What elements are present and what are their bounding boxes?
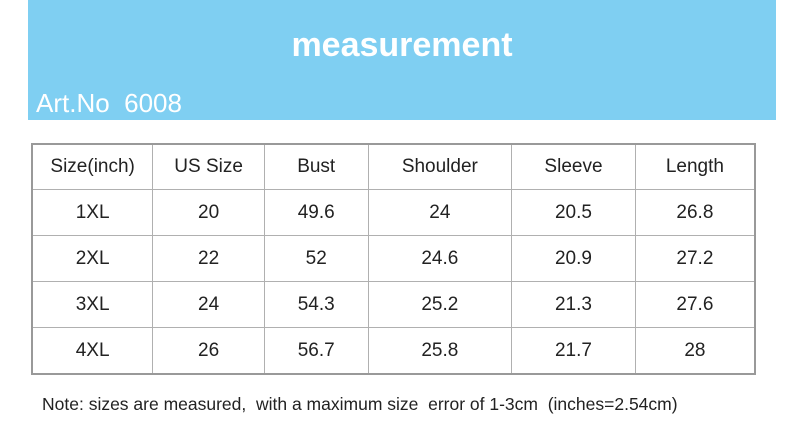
table-cell: 3XL xyxy=(31,281,154,328)
table-cell: 20.5 xyxy=(511,189,636,236)
table-cell: 2XL xyxy=(31,235,154,282)
table-cell: 25.8 xyxy=(367,327,513,375)
table-cell: 20 xyxy=(152,189,265,236)
table-cell: 28 xyxy=(634,327,756,375)
table-cell: 49.6 xyxy=(263,189,369,236)
table-row: 1XL 20 49.6 24 20.5 26.8 xyxy=(31,189,756,236)
column-header: Size(inch) xyxy=(31,143,154,190)
size-table: Size(inch) US Size Bust Shoulder Sleeve Lengt… xyxy=(31,143,756,375)
table-row: 4XL 26 56.7 25.8 21.7 28 xyxy=(31,327,756,375)
table-cell: 25.2 xyxy=(367,281,513,328)
table-row: 3XL 24 54.3 25.2 21.3 27.6 xyxy=(31,281,756,328)
table-cell: 56.7 xyxy=(263,327,369,375)
table-cell: 27.6 xyxy=(634,281,756,328)
table-cell: 4XL xyxy=(31,327,154,375)
table-cell: 52 xyxy=(263,235,369,282)
table-cell: 20.9 xyxy=(511,235,636,282)
table-cell: 21.3 xyxy=(511,281,636,328)
table-row: 2XL 22 52 24.6 20.9 27.2 xyxy=(31,235,756,282)
table-cell: 54.3 xyxy=(263,281,369,328)
header-banner: measurement Art.No 6008 xyxy=(28,0,776,120)
table-cell: 27.2 xyxy=(634,235,756,282)
table-header-row: Size(inch) US Size Bust Shoulder Sleeve Lengt… xyxy=(31,143,756,190)
table-cell: 22 xyxy=(152,235,265,282)
column-header: Length xyxy=(634,143,756,190)
table-cell: 24.6 xyxy=(367,235,513,282)
table-cell: 24 xyxy=(367,189,513,236)
column-header: US Size xyxy=(152,143,265,190)
table-cell: 21.7 xyxy=(511,327,636,375)
column-header: Sleeve xyxy=(511,143,636,190)
measurement-note: Note: sizes are measured, with a maximum… xyxy=(42,394,678,414)
table-cell: 26.8 xyxy=(634,189,756,236)
table-cell: 1XL xyxy=(31,189,154,236)
table-cell: 24 xyxy=(152,281,265,328)
article-number: Art.No 6008 xyxy=(36,88,182,118)
column-header: Shoulder xyxy=(367,143,513,190)
table-cell: 26 xyxy=(152,327,265,375)
page-title: measurement xyxy=(291,26,513,64)
column-header: Bust xyxy=(263,143,369,190)
